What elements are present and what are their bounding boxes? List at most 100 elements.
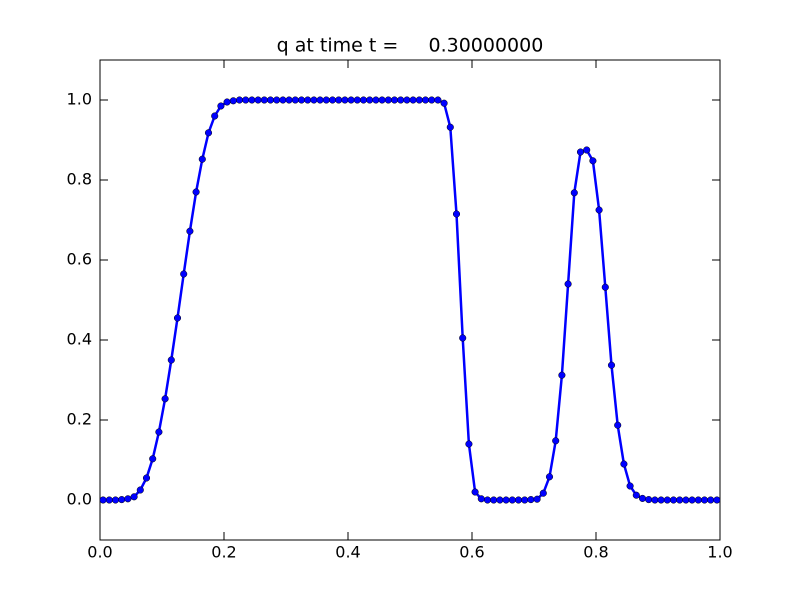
- data-point: [211, 112, 219, 120]
- y-tick-label: 0.0: [67, 490, 92, 509]
- data-point: [180, 270, 188, 278]
- data-point: [297, 96, 306, 104]
- y-tick-label: 1.0: [67, 90, 92, 109]
- data-point: [570, 189, 578, 197]
- data-point: [173, 314, 182, 322]
- data-point: [248, 96, 256, 104]
- chart-title: q at time t = 0.30000000: [277, 35, 544, 57]
- y-tick-label: 0.6: [67, 250, 92, 269]
- data-point: [378, 96, 386, 104]
- data-point: [452, 210, 461, 218]
- data-point: [111, 496, 120, 504]
- data-point: [446, 123, 454, 131]
- data-point: [564, 280, 572, 288]
- data-point: [713, 496, 721, 504]
- data-point: [539, 489, 547, 497]
- data-point: [421, 96, 430, 104]
- data-point: [545, 473, 554, 481]
- data-point: [651, 496, 659, 504]
- data-point: [490, 496, 498, 504]
- data-point: [384, 96, 392, 104]
- data-point: [434, 96, 442, 104]
- y-tick-label: 0.8: [67, 170, 92, 189]
- data-point: [124, 495, 132, 503]
- data-point: [403, 96, 411, 104]
- data-point: [576, 148, 585, 156]
- data-point: [204, 129, 213, 137]
- data-point: [260, 96, 268, 104]
- data-point: [663, 496, 671, 504]
- data-point: [552, 437, 560, 445]
- data-point: [310, 96, 318, 104]
- data-point: [601, 283, 609, 291]
- data-point: [700, 496, 709, 504]
- data-point: [192, 188, 200, 196]
- data-point: [688, 496, 696, 504]
- data-point: [607, 361, 616, 369]
- data-point: [291, 96, 299, 104]
- x-tick-label: 0.2: [211, 543, 236, 562]
- data-point: [521, 496, 529, 504]
- data-point: [533, 495, 541, 503]
- data-point: [254, 96, 262, 104]
- data-point: [328, 96, 337, 104]
- data-point: [322, 96, 330, 104]
- data-point: [459, 334, 467, 342]
- data-point: [620, 460, 628, 468]
- data-point: [589, 157, 597, 165]
- data-point: [477, 495, 485, 503]
- data-point: [372, 96, 380, 104]
- data-point: [273, 96, 281, 104]
- data-point: [242, 96, 250, 104]
- x-tick-label: 0.0: [87, 543, 112, 562]
- data-point: [266, 96, 275, 104]
- x-tick-label: 1.0: [707, 543, 732, 562]
- data-point: [341, 96, 349, 104]
- data-point: [359, 96, 368, 104]
- data-point: [366, 96, 374, 104]
- data-point: [304, 96, 312, 104]
- data-point: [471, 488, 479, 496]
- x-tick-label: 0.8: [583, 543, 608, 562]
- data-point: [669, 496, 678, 504]
- data-point: [235, 96, 244, 104]
- data-point: [496, 496, 504, 504]
- data-point: [682, 496, 690, 504]
- data-point: [614, 421, 622, 429]
- data-point: [645, 496, 653, 504]
- data-point: [229, 97, 237, 105]
- data-point: [558, 371, 566, 379]
- data-point: [136, 486, 144, 494]
- data-point: [223, 98, 231, 106]
- x-tick-label: 0.6: [459, 543, 484, 562]
- data-point: [186, 227, 194, 235]
- data-point: [353, 96, 361, 104]
- data-point: [155, 428, 163, 436]
- data-point: [347, 96, 355, 104]
- data-point: [167, 356, 175, 364]
- data-point: [632, 491, 640, 499]
- data-point: [595, 206, 603, 214]
- y-tick-label: 0.4: [67, 330, 92, 349]
- data-point: [508, 496, 516, 504]
- data-point: [105, 496, 113, 504]
- data-point: [285, 96, 293, 104]
- data-point: [415, 96, 423, 104]
- data-point: [657, 496, 665, 504]
- data-point: [465, 440, 473, 448]
- data-point: [198, 155, 206, 163]
- data-point: [638, 494, 647, 502]
- data-point: [626, 482, 634, 490]
- data-point: [316, 96, 324, 104]
- data-point: [502, 496, 510, 504]
- x-tick-label: 0.4: [335, 543, 360, 562]
- data-point: [217, 102, 225, 110]
- data-point: [514, 496, 523, 504]
- data-point: [694, 496, 702, 504]
- data-point: [583, 146, 591, 154]
- data-point: [161, 395, 169, 403]
- data-point: [440, 99, 448, 107]
- data-point: [142, 474, 151, 482]
